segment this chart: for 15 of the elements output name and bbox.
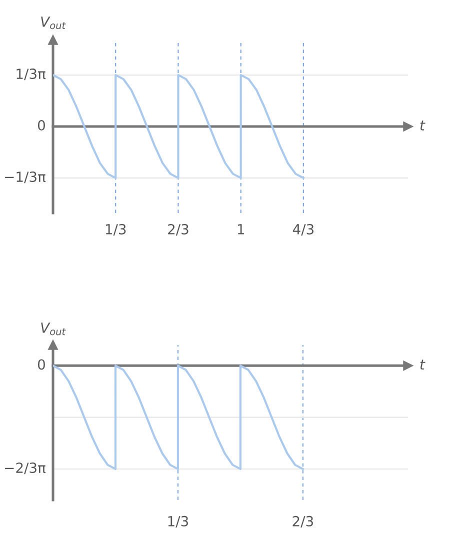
ref-line-label: −1/3π: [5, 172, 46, 184]
x-tick-label: 1/3: [106, 224, 126, 236]
y-axis-title: V$_{out}$: [41, 16, 66, 30]
ref-line-label: 0: [38, 359, 45, 370]
x-axis-title: t: [420, 360, 426, 370]
y-axis-title: V$_{out}$: [41, 322, 66, 336]
x-tick-label: 1/3: [168, 516, 188, 528]
x-axis-title: t: [420, 120, 426, 130]
ref-line-label: 0: [38, 120, 45, 131]
x-tick-label: 1: [238, 224, 244, 234]
x-tick-label: 2/3: [168, 224, 188, 236]
x-tick-label: 4/3: [292, 224, 314, 236]
ref-line-label: 1/3π: [16, 68, 46, 80]
x-tick-label: 2/3: [292, 516, 313, 528]
ref-line-label: −2/3π: [5, 462, 46, 474]
